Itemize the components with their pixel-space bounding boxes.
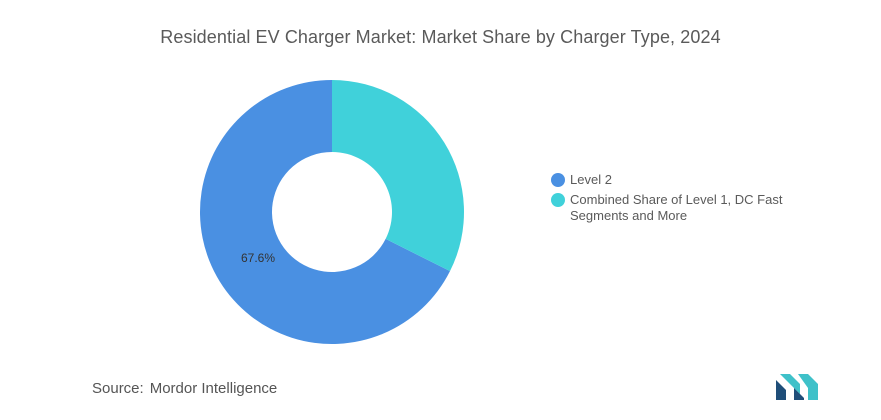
data-label-level-2: 67.6%	[241, 251, 275, 265]
source-label: Source:	[92, 380, 144, 397]
donut-slice-level-2[interactable]	[200, 80, 450, 345]
mordor-intelligence-logo-icon	[776, 374, 818, 400]
legend-item-level-2[interactable]: Level 2	[551, 172, 811, 188]
source-line: Source: Mordor Intelligence	[92, 380, 277, 397]
legend-label-combined-share: Combined Share of Level 1, DC Fast Segme…	[570, 192, 783, 223]
chart-legend: Level 2 Combined Share of Level 1, DC Fa…	[551, 172, 811, 228]
legend-swatch-combined-share	[551, 193, 565, 207]
legend-item-combined-share[interactable]: Combined Share of Level 1, DC Fast Segme…	[551, 192, 811, 224]
chart-title: Residential EV Charger Market: Market Sh…	[160, 27, 721, 47]
legend-swatch-level-2	[551, 173, 565, 187]
donut-slice-combined-share[interactable]	[332, 80, 464, 272]
legend-label-level-2: Level 2	[570, 172, 612, 187]
source-value: Mordor Intelligence	[149, 380, 278, 397]
